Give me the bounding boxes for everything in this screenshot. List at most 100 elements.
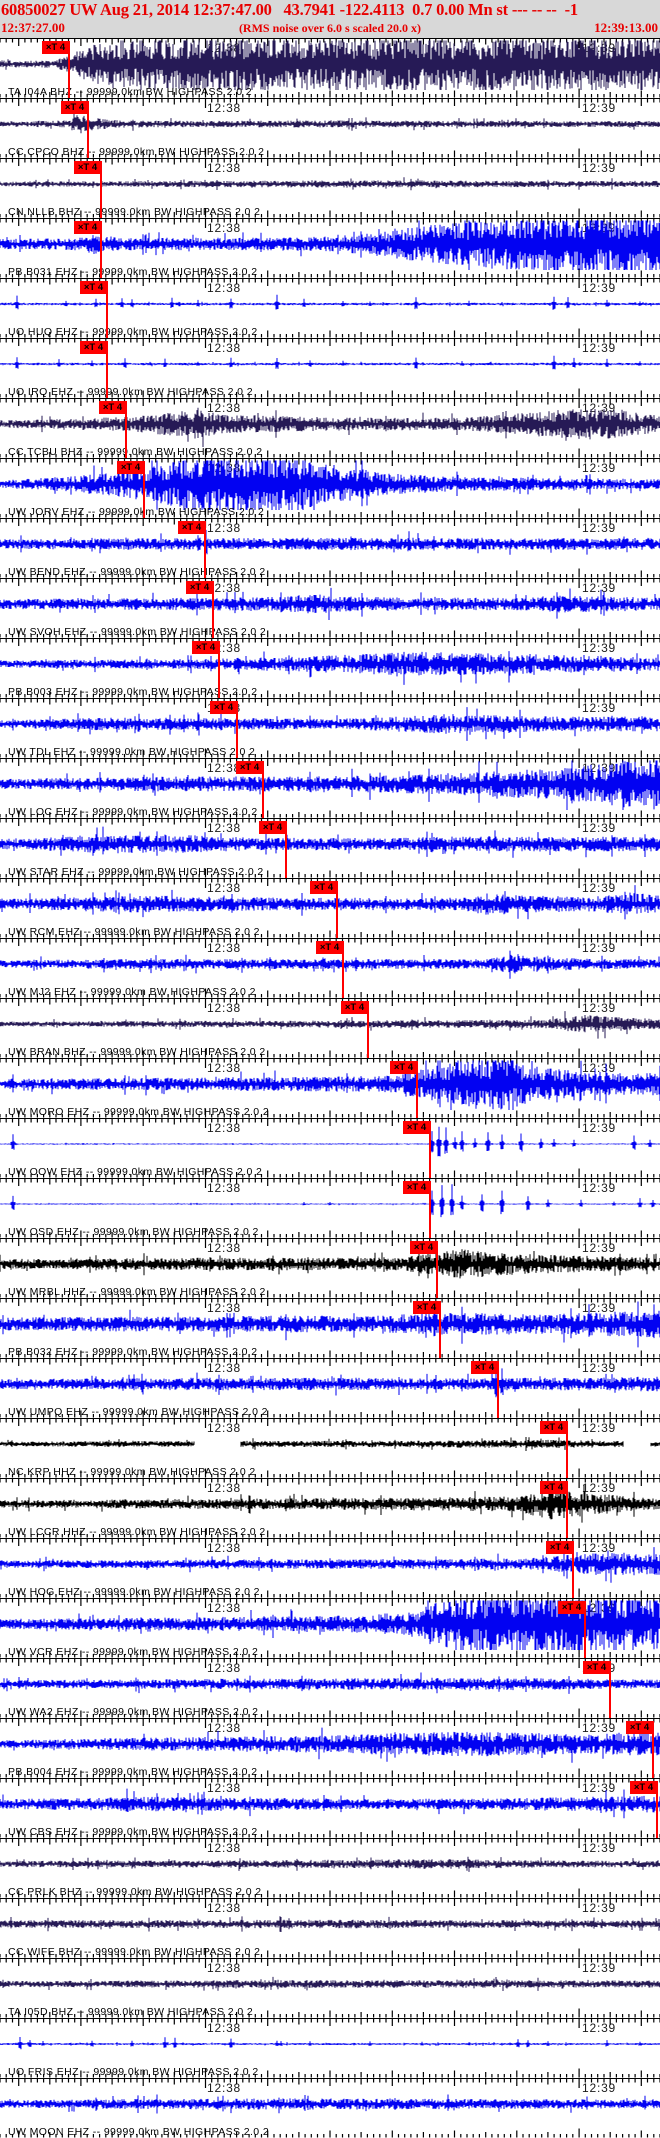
waveform-plot[interactable] xyxy=(0,1839,660,1898)
arrival-pick-line[interactable] xyxy=(336,880,338,938)
waveform-plot[interactable] xyxy=(0,1359,660,1418)
arrival-pick-line[interactable] xyxy=(566,1420,568,1478)
waveform-plot[interactable] xyxy=(0,819,660,878)
waveform-plot[interactable] xyxy=(0,879,660,938)
waveform-plot[interactable] xyxy=(0,459,660,518)
arrival-pick-line[interactable] xyxy=(652,1720,654,1778)
arrival-pick-line[interactable] xyxy=(429,1180,431,1238)
arrival-pick-line[interactable] xyxy=(584,1600,586,1658)
trace-row: 12:38 12:39 UW SVOH EHZ -- 99999.0km BW HI… xyxy=(0,578,660,638)
arrival-pick-flag[interactable]: ×T 4 xyxy=(210,700,237,714)
waveform-plot[interactable] xyxy=(0,1419,660,1478)
arrival-pick-flag[interactable]: ×T 4 xyxy=(540,1420,567,1434)
waveform-plot[interactable] xyxy=(0,99,660,158)
arrival-pick-flag[interactable]: ×T 4 xyxy=(316,940,343,954)
arrival-pick-flag[interactable]: ×T 4 xyxy=(61,100,88,114)
waveform-plot[interactable] xyxy=(0,279,660,338)
arrival-pick-flag[interactable]: ×T 4 xyxy=(74,220,101,234)
arrival-pick-flag[interactable]: ×T 4 xyxy=(236,760,263,774)
arrival-pick-flag[interactable]: ×T 4 xyxy=(80,340,107,354)
waveform-plot[interactable] xyxy=(0,159,660,218)
trace-row: 12:38 12:39 UW BEND EHZ -- 99999.0km BW HI… xyxy=(0,518,660,578)
arrival-pick-flag[interactable]: ×T 4 xyxy=(99,400,126,414)
arrival-pick-flag[interactable]: ×T 4 xyxy=(403,1120,430,1134)
arrival-pick-flag[interactable]: ×T 4 xyxy=(186,580,213,594)
waveform-plot[interactable] xyxy=(0,2079,660,2138)
arrival-pick-line[interactable] xyxy=(100,160,102,218)
time-ruler-ticks xyxy=(0,1239,660,1298)
arrival-pick-line[interactable] xyxy=(212,580,214,638)
waveform-plot[interactable] xyxy=(0,219,660,278)
waveform-plot[interactable] xyxy=(0,1239,660,1298)
arrival-pick-line[interactable] xyxy=(416,1060,418,1118)
waveform-plot[interactable] xyxy=(0,519,660,578)
arrival-pick-flag[interactable]: ×T 4 xyxy=(178,520,205,534)
waveform-plot[interactable] xyxy=(0,1059,660,1118)
arrival-pick-flag[interactable]: ×T 4 xyxy=(192,640,219,654)
waveform-plot[interactable] xyxy=(0,759,660,818)
arrival-pick-flag[interactable]: ×T 4 xyxy=(390,1060,417,1074)
arrival-pick-line[interactable] xyxy=(68,40,70,98)
waveform-plot[interactable] xyxy=(0,399,660,458)
waveform-plot[interactable] xyxy=(0,1539,660,1598)
arrival-pick-line[interactable] xyxy=(439,1300,441,1358)
time-ruler-ticks xyxy=(0,2079,660,2138)
waveform-plot[interactable] xyxy=(0,339,660,398)
arrival-pick-flag[interactable]: ×T 4 xyxy=(341,1000,368,1014)
arrival-pick-flag[interactable]: ×T 4 xyxy=(403,1180,430,1194)
arrival-pick-line[interactable] xyxy=(342,940,344,998)
waveform-plot[interactable] xyxy=(0,1779,660,1838)
waveform-plot[interactable] xyxy=(0,1599,660,1658)
arrival-pick-flag[interactable]: ×T 4 xyxy=(80,280,107,294)
arrival-pick-flag[interactable]: ×T 4 xyxy=(546,1540,573,1554)
waveform-plot[interactable] xyxy=(0,1179,660,1238)
station-channel-label: UW UMPQ EHZ -- 99999.0km BW HIGHPASS 2.0… xyxy=(8,1406,268,1418)
trace-row: 12:38 12:39 CC PRLK BHZ -- 99999.0km BW HI… xyxy=(0,1838,660,1898)
waveform-plot[interactable] xyxy=(0,639,660,698)
waveform-plot[interactable] xyxy=(0,1719,660,1778)
arrival-pick-flag[interactable]: ×T 4 xyxy=(540,1480,567,1494)
arrival-pick-flag[interactable]: ×T 4 xyxy=(471,1360,498,1374)
arrival-pick-flag[interactable]: ×T 4 xyxy=(413,1300,440,1314)
arrival-pick-line[interactable] xyxy=(429,1120,431,1178)
arrival-pick-line[interactable] xyxy=(236,700,238,758)
waveform-plot[interactable] xyxy=(0,1479,660,1538)
arrival-pick-line[interactable] xyxy=(497,1360,499,1418)
arrival-pick-flag[interactable]: ×T 4 xyxy=(630,1780,657,1794)
arrival-pick-flag[interactable]: ×T 4 xyxy=(117,460,144,474)
waveform-plot[interactable] xyxy=(0,699,660,758)
arrival-pick-line[interactable] xyxy=(143,460,145,518)
arrival-pick-line[interactable] xyxy=(285,820,287,878)
arrival-pick-line[interactable] xyxy=(609,1660,611,1718)
arrival-pick-line[interactable] xyxy=(106,280,108,338)
arrival-pick-flag[interactable]: ×T 4 xyxy=(42,40,69,54)
waveform-plot[interactable] xyxy=(0,2019,660,2078)
arrival-pick-line[interactable] xyxy=(204,520,206,578)
arrival-pick-flag[interactable]: ×T 4 xyxy=(583,1660,610,1674)
arrival-pick-line[interactable] xyxy=(566,1480,568,1538)
trace-row: 12:38 12:39 TA I05D BHZ -- 99999.0km BW HI… xyxy=(0,1958,660,2018)
arrival-pick-flag[interactable]: ×T 4 xyxy=(74,160,101,174)
arrival-pick-line[interactable] xyxy=(572,1540,574,1598)
arrival-pick-flag[interactable]: ×T 4 xyxy=(626,1720,653,1734)
waveform-plot[interactable] xyxy=(0,1959,660,2018)
arrival-pick-line[interactable] xyxy=(367,1000,369,1058)
waveform-plot[interactable] xyxy=(0,1899,660,1958)
arrival-pick-line[interactable] xyxy=(218,640,220,698)
waveform-plot[interactable] xyxy=(0,1119,660,1178)
arrival-pick-line[interactable] xyxy=(87,100,89,158)
arrival-pick-line[interactable] xyxy=(262,760,264,818)
arrival-pick-line[interactable] xyxy=(436,1240,438,1298)
arrival-pick-flag[interactable]: ×T 4 xyxy=(310,880,337,894)
minute-label-1239: 12:39 xyxy=(582,1721,617,1735)
arrival-pick-line[interactable] xyxy=(125,400,127,458)
arrival-pick-flag[interactable]: ×T 4 xyxy=(558,1600,585,1614)
arrival-pick-line[interactable] xyxy=(106,340,108,398)
arrival-pick-flag[interactable]: ×T 4 xyxy=(410,1240,437,1254)
waveform-plot[interactable] xyxy=(0,939,660,998)
waveform-plot[interactable] xyxy=(0,579,660,638)
arrival-pick-line[interactable] xyxy=(100,220,102,278)
arrival-pick-line[interactable] xyxy=(656,1780,658,1838)
waveform-plot[interactable] xyxy=(0,1299,660,1358)
arrival-pick-flag[interactable]: ×T 4 xyxy=(259,820,286,834)
